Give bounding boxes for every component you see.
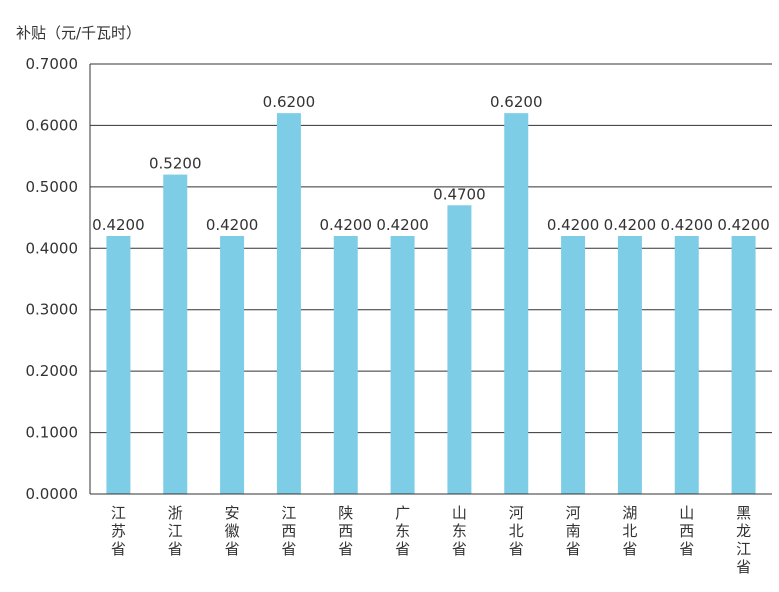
bar	[674, 236, 699, 494]
value-label: 0.4200	[376, 216, 429, 234]
category-label: 安徽省	[225, 504, 240, 558]
y-axis-title: 补贴（元/千瓦时）	[16, 24, 141, 42]
category-labels: 江苏省 浙江省 安徽省 江西省 陕西省 广东省 山东省 河北省 河南省 湖北省 山西省 黑龙江省	[111, 504, 751, 576]
bar	[390, 236, 415, 494]
value-label: 0.4200	[206, 216, 259, 234]
category-label: 黑龙江省	[736, 504, 751, 576]
y-tick-label: 0.7000	[26, 55, 79, 73]
category-label: 江苏省	[111, 504, 126, 558]
bar	[220, 236, 245, 494]
category-label: 陕西省	[338, 504, 353, 558]
y-tick-label: 0.0000	[26, 485, 79, 503]
bar	[561, 236, 586, 494]
category-label: 山东省	[452, 504, 467, 558]
value-label: 0.6200	[263, 93, 316, 111]
category-label: 江西省	[281, 504, 296, 558]
value-label: 0.4200	[92, 216, 145, 234]
bar	[731, 236, 756, 494]
y-tick-labels: 0.0000 0.1000 0.2000 0.3000 0.4000 0.5000 0.60…	[26, 55, 79, 503]
bar	[617, 236, 642, 494]
value-label: 0.4200	[547, 216, 600, 234]
category-label: 河南省	[566, 504, 581, 558]
category-label: 湖北省	[622, 504, 637, 558]
bar	[504, 113, 529, 495]
y-tick-label: 0.3000	[26, 301, 79, 319]
y-tick-label: 0.1000	[26, 424, 79, 442]
value-label: 0.6200	[490, 93, 543, 111]
value-label: 0.4700	[433, 185, 486, 203]
y-tick-label: 0.4000	[26, 239, 79, 257]
bar	[447, 205, 472, 495]
category-label: 浙江省	[168, 504, 183, 558]
category-label: 河北省	[509, 504, 524, 558]
category-label: 广东省	[395, 504, 410, 558]
bar	[163, 174, 188, 495]
value-label: 0.5200	[149, 155, 202, 173]
bars	[106, 113, 756, 495]
gridlines	[90, 63, 772, 434]
value-label: 0.4200	[661, 216, 714, 234]
y-tick-label: 0.2000	[26, 362, 79, 380]
bar	[106, 236, 131, 494]
y-tick-label: 0.6000	[26, 116, 79, 134]
y-tick-label: 0.5000	[26, 178, 79, 196]
value-label: 0.4200	[320, 216, 373, 234]
value-label: 0.4200	[717, 216, 770, 234]
category-label: 山西省	[679, 504, 694, 558]
bar	[276, 113, 301, 495]
value-label: 0.4200	[604, 216, 657, 234]
bar	[333, 236, 358, 494]
